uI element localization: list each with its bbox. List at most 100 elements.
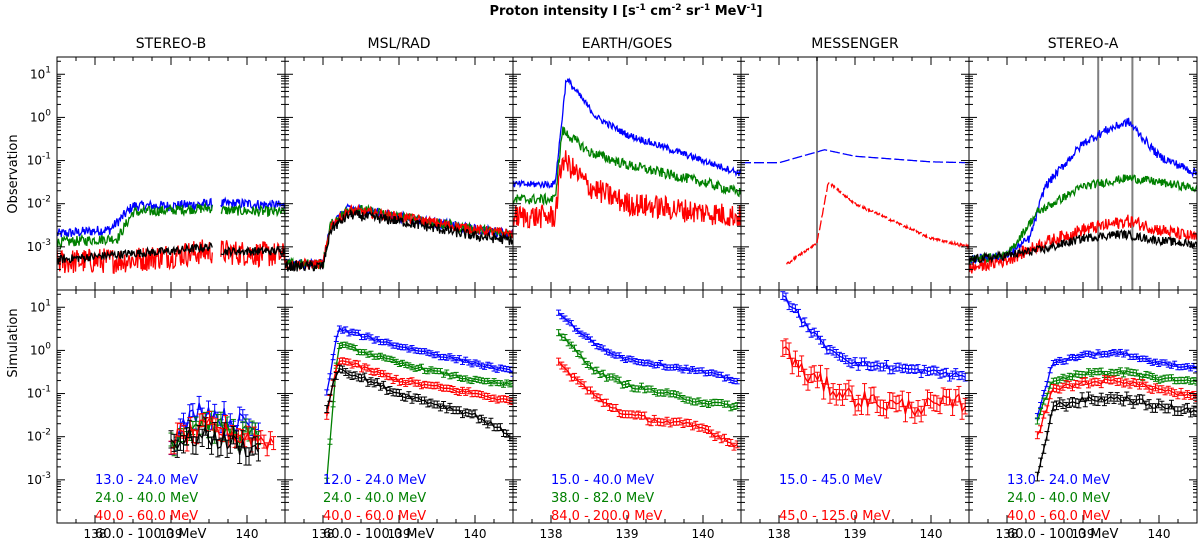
panel-1: MSL/RAD138139140DOY 201212.0 - 24.0 MeV2… bbox=[284, 36, 514, 542]
legend-entry: 24.0 - 40.0 MeV bbox=[323, 491, 426, 506]
simulation-series-line bbox=[1036, 395, 1197, 477]
x-tick-label: 139 bbox=[844, 527, 867, 541]
y-tick-label: 101 bbox=[30, 65, 51, 81]
panel-title: STEREO-B bbox=[136, 36, 206, 52]
observation-series-line bbox=[969, 228, 1197, 264]
x-tick-label: 138 bbox=[312, 527, 335, 541]
simulation-plot bbox=[780, 291, 968, 424]
simulation-plot bbox=[556, 309, 740, 451]
y-tick-label-base: 10 bbox=[27, 240, 42, 254]
legend-entry: 84.0 - 200.0 MeV bbox=[551, 509, 662, 524]
simulation-series-line bbox=[326, 367, 513, 438]
x-tick-label: 139 bbox=[160, 527, 183, 541]
y-tick-label: 10-1 bbox=[27, 152, 51, 168]
y-tick-label: 100 bbox=[30, 108, 51, 124]
y-tick-label-base: 10 bbox=[27, 473, 42, 487]
legend-entry: 12.0 - 24.0 MeV bbox=[323, 473, 426, 488]
legend-entry: 38.0 - 82.0 MeV bbox=[551, 491, 654, 506]
observation-series-line bbox=[285, 209, 513, 272]
x-tick-label: 138 bbox=[996, 527, 1019, 541]
y-tick-label-base: 10 bbox=[27, 430, 42, 444]
legend-entry: 40.0 - 60.0 MeV bbox=[95, 509, 198, 524]
plot-frame bbox=[512, 56, 742, 291]
observation-plot bbox=[741, 57, 969, 290]
legend-entry: 40.0 - 60.0 MeV bbox=[323, 509, 426, 524]
plot-frame bbox=[284, 289, 514, 524]
y-tick-label-exponent: 0 bbox=[45, 341, 51, 351]
y-tick-label: 10-3 bbox=[27, 238, 51, 254]
x-tick-label: 139 bbox=[1072, 527, 1095, 541]
y-tick-label-exponent: -1 bbox=[42, 385, 51, 395]
legend-entry: 24.0 - 40.0 MeV bbox=[1007, 491, 1110, 506]
y-tick-label-base: 10 bbox=[27, 154, 42, 168]
observation-plot bbox=[513, 77, 741, 229]
legend-entry: 60.0 - 100.0 MeV bbox=[95, 527, 206, 542]
plot-frame bbox=[740, 56, 970, 291]
observation-series-line bbox=[57, 242, 285, 264]
panel-title: MESSENGER bbox=[811, 36, 899, 52]
x-tick-label: 138 bbox=[768, 527, 791, 541]
plot-frame bbox=[56, 289, 286, 524]
panel-0: STEREO-B10110010-110-210-310110010-110-2… bbox=[27, 36, 286, 542]
legend-entry: 15.0 - 40.0 MeV bbox=[551, 473, 654, 488]
legend-entry: 60.0 - 100.0 MeV bbox=[323, 527, 434, 542]
legend-entry: 40.0 - 60.0 MeV bbox=[1007, 509, 1110, 524]
y-tick-label: 10-3 bbox=[27, 471, 51, 487]
panel-3: MESSENGER138139140DOY 201215.0 - 45.0 Me… bbox=[740, 36, 970, 542]
simulation-series-line bbox=[782, 345, 966, 418]
simulation-series-line bbox=[326, 344, 513, 481]
y-tick-label-exponent: -2 bbox=[42, 428, 51, 438]
row-label-observation: Observation bbox=[6, 134, 21, 213]
panel-title: EARTH/GOES bbox=[582, 36, 673, 52]
x-tick-label: 140 bbox=[1148, 527, 1171, 541]
y-tick-label: 10-2 bbox=[27, 195, 51, 211]
y-tick-label-exponent: -1 bbox=[42, 152, 51, 162]
legend-entry: 15.0 - 45.0 MeV bbox=[779, 473, 882, 488]
simulation-plot bbox=[168, 395, 277, 466]
plot-frame bbox=[284, 56, 514, 291]
observation-series-line bbox=[513, 77, 741, 190]
x-tick-label: 140 bbox=[464, 527, 487, 541]
panel-4: STEREO-A138139140DOY 201213.0 - 24.0 MeV… bbox=[968, 36, 1198, 542]
simulation-series-line bbox=[170, 402, 259, 449]
simulation-series-line bbox=[782, 295, 966, 379]
y-tick-label-base: 10 bbox=[30, 300, 45, 314]
observation-series-line bbox=[969, 214, 1197, 274]
x-tick-label: 140 bbox=[692, 527, 715, 541]
y-tick-label-exponent: -3 bbox=[42, 238, 51, 248]
x-tick-label: 140 bbox=[236, 527, 259, 541]
simulation-plot bbox=[1034, 348, 1197, 482]
observation-series-line bbox=[513, 150, 741, 229]
legend-entry: 60.0 - 100.0 MeV bbox=[1007, 527, 1118, 542]
y-tick-label: 10-1 bbox=[27, 385, 51, 401]
simulation-series-line bbox=[558, 312, 738, 382]
x-tick-label: 140 bbox=[920, 527, 943, 541]
y-tick-label: 101 bbox=[30, 298, 51, 314]
chart-title: Proton intensity I [s-1 cm-2 sr-1 MeV-1] bbox=[489, 3, 762, 19]
observation-plot bbox=[285, 203, 513, 272]
observation-series-line bbox=[57, 201, 285, 249]
observation-series-line bbox=[786, 181, 969, 265]
y-tick-label-exponent: -3 bbox=[42, 471, 51, 481]
observation-series-line bbox=[741, 149, 969, 164]
panel-title: STEREO-A bbox=[1048, 36, 1119, 52]
legend-entry: 45.0 - 125.0 MeV bbox=[779, 509, 890, 524]
x-tick-label: 139 bbox=[616, 527, 639, 541]
observation-plot bbox=[57, 196, 285, 275]
simulation-series-line bbox=[326, 360, 513, 417]
panel-title: MSL/RAD bbox=[368, 36, 431, 52]
panel-2: EARTH/GOES138139140DOY 201215.0 - 40.0 M… bbox=[512, 36, 742, 542]
simulation-series-line bbox=[558, 332, 738, 409]
simulation-plot bbox=[324, 325, 513, 484]
y-tick-label-exponent: -2 bbox=[42, 195, 51, 205]
simulation-series-line bbox=[170, 424, 259, 458]
simulation-series-line bbox=[326, 327, 513, 393]
simulation-series-line bbox=[1036, 370, 1197, 422]
simulation-series-line bbox=[1036, 351, 1197, 417]
y-tick-label-base: 10 bbox=[30, 343, 45, 357]
y-tick-label: 10-2 bbox=[27, 428, 51, 444]
y-tick-label-base: 10 bbox=[30, 110, 45, 124]
y-tick-label-base: 10 bbox=[27, 197, 42, 211]
x-tick-label: 138 bbox=[84, 527, 107, 541]
